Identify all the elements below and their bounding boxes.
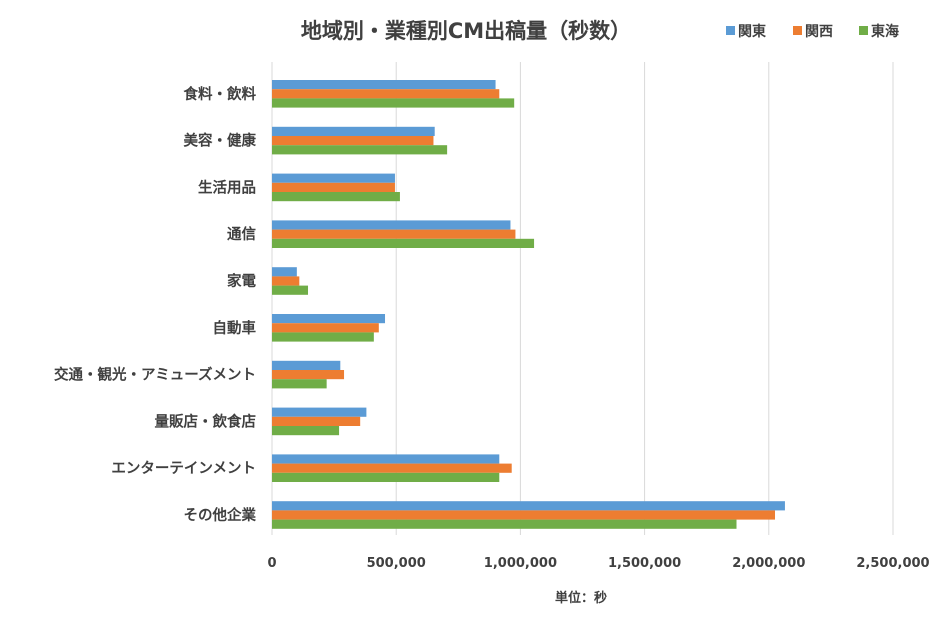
bar [272,332,374,342]
bar [272,267,297,277]
x-tick-label: 2,500,000 [856,556,929,571]
bar [272,314,386,324]
category-label: 自動車 [213,319,257,337]
bar [272,463,512,473]
category-label: 美容・健康 [184,132,257,150]
bar [272,276,300,286]
x-tick-label: 2,000,000 [732,556,805,571]
legend: 関東 関西 東海 [726,23,899,40]
category-labels: 食料・飲料美容・健康生活用品通信家電自動車交通・観光・アミューズメント量販店・飲… [54,85,256,524]
legend-swatch [793,26,802,35]
legend-label: 東海 [871,23,899,40]
bar [272,220,511,230]
bars [272,80,785,529]
bar [272,80,496,90]
x-tick-labels: 0 500,000 1,000,000 1,500,000 2,000,000 2,500… [267,556,929,571]
legend-label: 関東 [738,23,766,40]
category-label: 食料・飲料 [184,85,257,103]
category-label: 家電 [227,272,256,290]
bar [272,426,340,436]
bar [272,285,309,295]
bar [272,173,395,183]
bar [272,89,500,99]
x-tick-label: 1,000,000 [484,556,557,571]
bar [272,501,785,511]
bar [272,192,400,202]
bar [272,182,395,192]
bar [272,360,341,370]
bar [272,370,345,380]
bar [272,238,535,248]
bar [272,98,515,108]
bar [272,510,776,520]
x-tick-label: 500,000 [367,556,426,571]
category-label: その他企業 [184,506,257,524]
category-label: 生活用品 [198,178,256,196]
x-axis-unit-label: 単位：秒 [555,590,607,606]
chart-title: 地域別・業種別CM出稿量（秒数） [301,19,631,43]
category-label: エンターテインメント [111,460,256,477]
category-label: 量販店・飲食店 [155,412,257,430]
category-label: 通信 [227,225,256,243]
x-tick-label: 0 [267,556,276,571]
bar [272,379,327,389]
category-label: 交通・観光・アミューズメント [54,366,256,384]
legend-swatch [726,26,735,35]
bar [272,136,434,146]
bar [272,126,435,136]
bar [272,229,516,239]
bar [272,472,500,482]
bar [272,407,367,417]
bar [272,454,500,464]
x-tick-label: 1,500,000 [608,556,681,571]
legend-label: 関西 [805,24,833,40]
bar [272,519,737,529]
bar [272,145,448,155]
bar [272,416,361,426]
bar [272,323,379,333]
legend-swatch [859,26,868,35]
